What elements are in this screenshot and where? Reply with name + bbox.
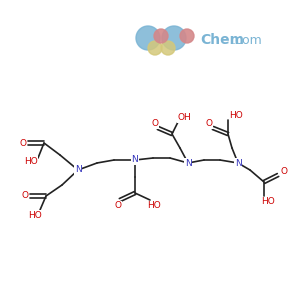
Text: OH: OH — [177, 113, 191, 122]
Circle shape — [154, 29, 168, 43]
Text: O: O — [206, 119, 212, 128]
Text: O: O — [115, 202, 122, 211]
Text: O: O — [20, 139, 26, 148]
Text: O: O — [280, 167, 287, 176]
Text: .com: .com — [232, 34, 263, 46]
Circle shape — [180, 29, 194, 43]
Text: HO: HO — [24, 157, 38, 166]
Circle shape — [148, 41, 162, 55]
Circle shape — [162, 26, 186, 50]
Circle shape — [136, 26, 160, 50]
Text: N: N — [235, 158, 242, 167]
Text: HO: HO — [28, 211, 42, 220]
Text: HO: HO — [147, 202, 161, 211]
Text: HO: HO — [261, 197, 275, 206]
Text: O: O — [152, 119, 158, 128]
Text: N: N — [75, 166, 81, 175]
Text: HO: HO — [229, 112, 243, 121]
Text: N: N — [132, 155, 138, 164]
Text: Chem: Chem — [200, 33, 244, 47]
Text: O: O — [22, 191, 28, 200]
Circle shape — [161, 41, 175, 55]
Text: N: N — [184, 158, 191, 167]
